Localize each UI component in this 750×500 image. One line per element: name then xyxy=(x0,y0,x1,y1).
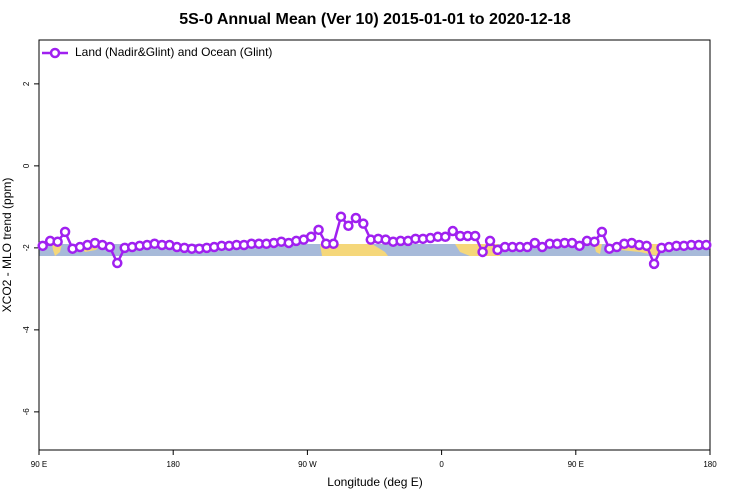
chart-title: 5S-0 Annual Mean (Ver 10) 2015-01-01 to … xyxy=(179,11,571,28)
data-point xyxy=(589,236,600,247)
y-tick-label: -6 xyxy=(22,408,31,416)
x-tick-label: 90 E xyxy=(31,460,47,469)
data-point xyxy=(358,218,369,229)
data-point xyxy=(343,220,354,231)
data-point xyxy=(313,224,324,236)
data-point xyxy=(104,241,116,253)
x-tick-label: 90 E xyxy=(568,460,584,469)
data-point xyxy=(59,226,71,238)
x-tick-label: 180 xyxy=(167,460,181,469)
data-point xyxy=(440,231,451,243)
data-point xyxy=(477,246,488,258)
land-patch xyxy=(52,244,62,256)
data-point xyxy=(469,230,481,242)
x-tick-label: 90 W xyxy=(298,460,317,469)
y-tick-label: 0 xyxy=(22,163,31,168)
y-tick-label: 2 xyxy=(22,81,31,86)
data-point xyxy=(596,226,608,238)
y-axis-label: XCO2 - MLO trend (ppm) xyxy=(0,178,14,313)
y-tick-label: -4 xyxy=(22,326,31,334)
data-point xyxy=(52,236,63,247)
data-point xyxy=(37,240,48,252)
legend-marker xyxy=(49,47,61,59)
x-axis-label: Longitude (deg E) xyxy=(327,475,422,489)
y-tick-label: -2 xyxy=(22,244,31,252)
data-point xyxy=(529,237,541,249)
land-patch xyxy=(455,244,500,256)
x-tick-label: 0 xyxy=(439,460,444,469)
data-point xyxy=(701,239,712,251)
data-point xyxy=(484,235,496,247)
legend-label: Land (Nadir&Glint) and Ocean (Glint) xyxy=(75,45,272,59)
data-point xyxy=(112,257,123,269)
data-point xyxy=(328,238,339,250)
data-point xyxy=(350,212,362,224)
data-point xyxy=(641,240,652,252)
data-point xyxy=(447,225,459,237)
data-point xyxy=(648,258,660,270)
data-point xyxy=(335,211,347,222)
data-point xyxy=(574,240,585,252)
x-tick-label: 180 xyxy=(703,460,717,469)
data-point xyxy=(305,231,317,243)
data-point xyxy=(522,241,533,253)
